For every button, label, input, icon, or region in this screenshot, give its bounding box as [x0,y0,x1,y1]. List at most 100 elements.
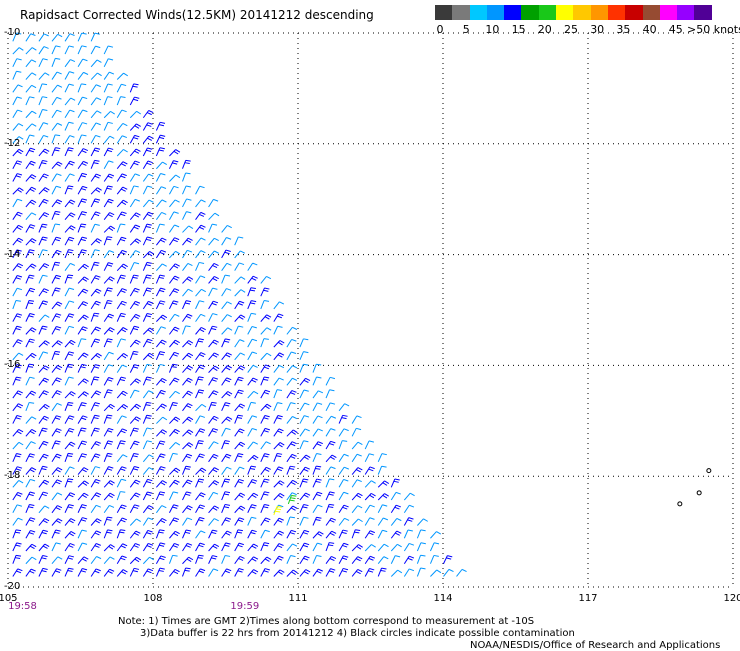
wind-barb [234,478,244,488]
wind-barb [182,288,193,297]
barb-feather [83,148,89,152]
barb-shaft [364,504,371,514]
wind-barb [103,173,115,182]
barb-feather [447,555,453,558]
barb-feather [212,223,218,226]
wind-barb [155,529,165,539]
barb-feather [356,415,362,419]
barb-feather [175,174,181,179]
barb-feather [18,136,24,140]
wind-barb [169,250,181,259]
barb-shaft [38,212,45,221]
barb-shaft [77,301,84,310]
barb-feather [331,517,337,521]
barb-feather [44,212,50,216]
barb-feather [121,354,127,359]
barb-shaft [155,378,163,386]
barb-feather [68,430,74,433]
barb-shaft [103,480,111,488]
wind-barb [364,544,376,552]
barb-feather [303,494,309,498]
barb-feather [81,402,87,405]
barb-feather [263,570,269,573]
wind-barb [221,440,230,450]
barb-shaft [156,161,163,170]
wind-barb [377,493,389,501]
barb-feather [251,338,258,342]
barb-shaft [182,556,189,565]
barb-shaft [390,543,398,552]
barb-feather [55,367,61,371]
wind-barb [208,568,219,577]
barb-feather [304,415,310,418]
barb-shaft [64,543,71,552]
barb-shaft [25,263,33,271]
barb-feather [123,148,128,153]
wind-barb [169,377,180,386]
barb-feather [42,150,48,154]
barb-feather [199,300,205,303]
lon-tick-label: 108 [143,593,163,604]
barb-feather [132,455,138,458]
barb-feather [94,213,100,217]
barb-feather [81,338,87,340]
barb-feather [342,414,348,417]
barb-shaft [25,212,33,221]
wind-barb [403,492,415,501]
wind-barb [77,276,89,284]
wind-barb [155,466,166,475]
barb-shaft [364,493,372,501]
barb-shaft [77,364,83,373]
barb-shaft [247,504,253,513]
wind-barb [221,491,231,501]
wind-barb [195,478,205,488]
wind-barb [129,530,141,539]
barb-feather [145,276,151,279]
wind-barb [234,262,245,271]
barb-feather [369,517,375,520]
wind-barb [325,503,335,513]
barb-feather [108,160,114,163]
wind-barb [116,72,129,80]
barb-shaft [195,262,200,271]
barb-feather [18,441,24,446]
barb-feather [264,316,270,320]
barb-shaft [377,453,383,463]
barb-shaft [103,236,108,246]
barb-feather [121,555,127,559]
wind-barb [168,504,179,513]
barb-feather [82,558,87,562]
barb-shaft [38,505,46,514]
barb-shaft [221,391,229,399]
barb-feather [251,300,257,303]
wind-barb [208,223,218,233]
wind-barb [169,199,180,208]
barb-feather [149,352,154,357]
barb-shaft [182,172,187,182]
barb-feather [146,303,152,306]
wind-barb [416,554,426,564]
barb-feather [303,557,309,561]
barb-feather [55,57,61,60]
barb-feather [303,504,309,507]
barb-feather [134,380,140,384]
barb-shaft [247,465,252,475]
barb-feather [44,148,50,152]
barb-shaft [195,555,200,564]
barb-feather [96,390,102,394]
barb-feather [238,478,244,482]
wind-barb [12,517,23,526]
barb-feather [132,85,138,88]
barb-feather [107,414,113,417]
barb-shaft [234,262,240,271]
barb-feather [80,404,86,407]
barb-feather [188,225,194,230]
barb-feather [145,417,151,419]
barb-shaft [64,466,71,475]
barb-feather [18,148,24,153]
wind-barb [129,416,141,424]
barb-shaft [169,352,175,361]
barb-feather [407,557,413,561]
barb-feather [44,314,50,318]
wind-barb [12,466,23,475]
